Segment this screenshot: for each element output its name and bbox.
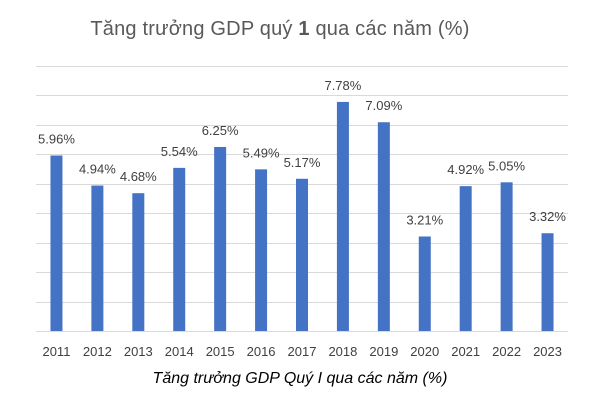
- chart-caption: Tăng trưởng GDP Quý I qua các năm (%): [152, 370, 448, 387]
- bar-2013: [132, 193, 145, 331]
- data-label-2011: 5.96%: [38, 132, 75, 147]
- chart-title-prefix: Tăng trưởng GDP quý: [90, 18, 299, 40]
- bar-2016: [255, 169, 268, 331]
- bar-2023: [541, 233, 554, 331]
- bar-2019: [377, 122, 390, 332]
- bar-2022: [500, 182, 513, 331]
- x-tick-label-2022: 2022: [492, 344, 521, 359]
- data-label-2021: 4.92%: [447, 162, 484, 177]
- data-label-2014: 5.54%: [161, 144, 198, 159]
- x-tick-label-2020: 2020: [410, 344, 439, 359]
- data-label-2018: 7.78%: [324, 78, 361, 93]
- bar-2020: [418, 236, 431, 331]
- x-tick-label-2017: 2017: [288, 344, 317, 359]
- x-tick-label-2012: 2012: [83, 344, 112, 359]
- data-label-2015: 6.25%: [202, 123, 239, 138]
- chart-title: Tăng trưởng GDP quý 1 qua các năm (%): [0, 18, 560, 41]
- data-label-2012: 4.94%: [79, 162, 116, 177]
- bar-2015: [214, 146, 227, 331]
- x-tick-label-2016: 2016: [247, 344, 276, 359]
- data-label-2017: 5.17%: [284, 155, 321, 170]
- data-label-2022: 5.05%: [488, 158, 525, 173]
- x-tick-label-2015: 2015: [206, 344, 235, 359]
- bar-2017: [296, 178, 308, 331]
- data-labels: 5.96% 4.94% 4.68% 5.54% 6.25% 5.49% 5.17% 7.78%…: [38, 78, 566, 228]
- bar-2014: [173, 167, 186, 331]
- x-tick-label-2023: 2023: [533, 344, 562, 359]
- chart-title-suffix: qua các năm (%): [309, 18, 470, 40]
- x-tick-label-2013: 2013: [124, 344, 153, 359]
- bar-2011: [50, 155, 63, 331]
- bar-2012: [91, 185, 104, 331]
- data-label-2016: 5.49%: [243, 145, 280, 160]
- x-tick-label-2014: 2014: [165, 344, 194, 359]
- x-tick-label-2011: 2011: [42, 344, 70, 359]
- data-label-2013: 4.68%: [120, 169, 157, 184]
- bar-2021: [459, 186, 472, 331]
- data-label-2020: 3.21%: [406, 212, 443, 227]
- bar-2018: [336, 101, 349, 331]
- x-tick-label-2021: 2021: [451, 344, 480, 359]
- x-tick-label-2019: 2019: [369, 344, 398, 359]
- x-tick-label-2018: 2018: [328, 344, 357, 359]
- x-axis-ticks: 2011 2012 2013 2014 2015 2016 2017 2018 2019 2020…: [42, 344, 562, 359]
- chart-title-number: 1: [298, 18, 310, 40]
- bars: [50, 101, 554, 332]
- data-label-2019: 7.09%: [365, 98, 402, 113]
- data-label-2023: 3.32%: [529, 209, 566, 224]
